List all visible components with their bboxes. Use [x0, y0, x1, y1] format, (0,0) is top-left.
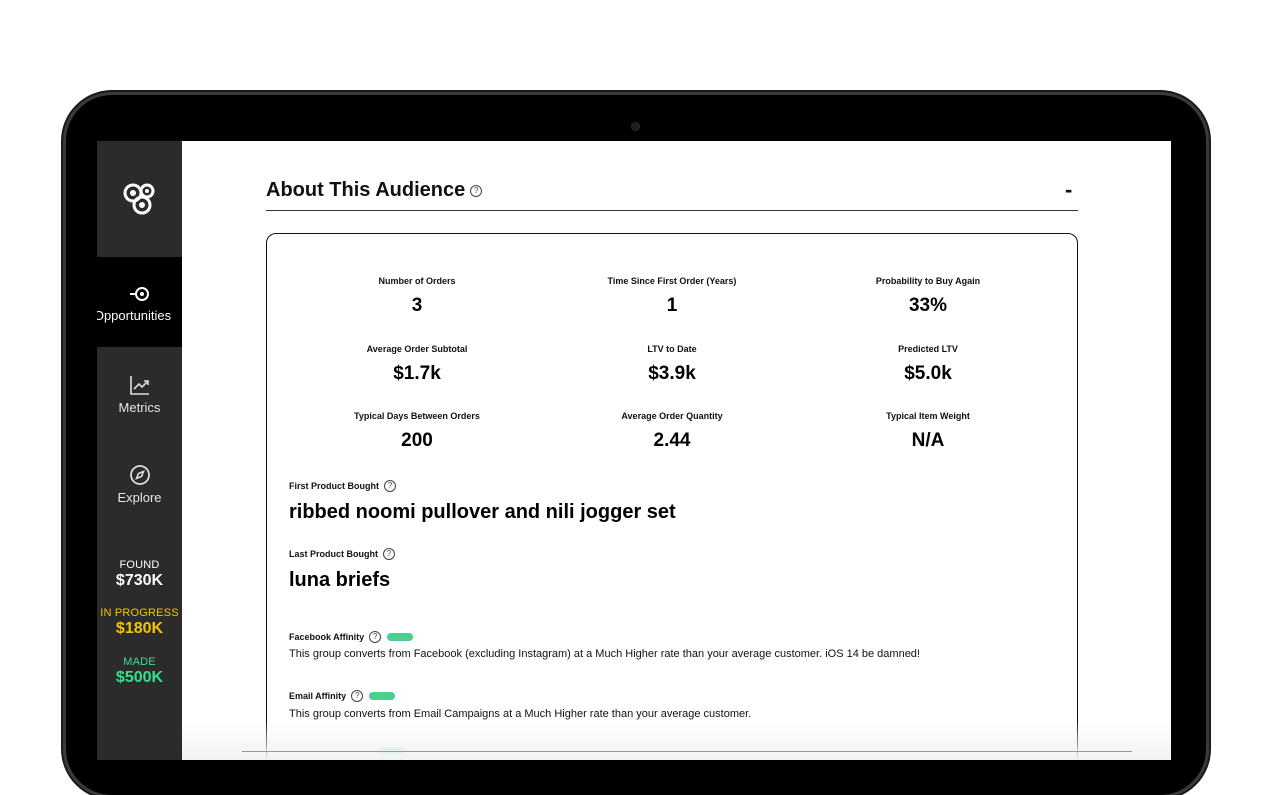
last-product-value: luna briefs — [289, 569, 391, 591]
metric-value: 3 — [411, 295, 423, 316]
bottom-divider — [242, 751, 1132, 752]
stat-in-progress-label: IN PROGRESS — [100, 607, 179, 619]
metric-probability-buy-again: Probability to Buy Again 33% — [798, 276, 1058, 317]
metric-label: Time Since First Order (Years) — [607, 276, 737, 286]
stat-in-progress-value: $180K — [115, 620, 164, 637]
stat-made: MADE $500K — [97, 656, 182, 687]
metric-number-of-orders: Number of Orders 3 — [287, 276, 547, 317]
collapse-button[interactable]: - — [1065, 177, 1073, 202]
scroll-fade — [182, 721, 1171, 760]
first-product-value: ribbed noomi pullover and nili jogger se… — [289, 501, 676, 523]
stat-made-label: MADE — [123, 656, 156, 668]
metric-label: LTV to Date — [647, 344, 697, 354]
stat-found-label: FOUND — [119, 559, 160, 571]
affinity-indicator — [387, 633, 414, 641]
metric-value: $1.7k — [393, 363, 441, 384]
metric-label: Average Order Quantity — [621, 411, 723, 421]
help-icon[interactable]: ? — [369, 631, 382, 643]
metric-value: N/A — [911, 430, 945, 451]
last-product-label: Last Product Bought ? — [289, 548, 395, 560]
nav-opportunities[interactable]: Opportunities — [97, 257, 182, 347]
metric-value: $5.0k — [904, 363, 952, 384]
logo[interactable] — [97, 141, 182, 257]
webcam — [631, 122, 640, 131]
facebook-affinity-text: This group converts from Facebook (exclu… — [289, 648, 920, 660]
stat-found-value: $730K — [115, 572, 164, 589]
metric-label: Number of Orders — [378, 276, 456, 286]
app-screen: Opportunities Metrics Explore FOUND $730… — [97, 141, 1171, 760]
facebook-affinity-label: Facebook Affinity ? — [289, 631, 414, 643]
last-product-label-text: Last Product Bought — [289, 549, 378, 559]
nav-metrics[interactable]: Metrics — [97, 349, 182, 439]
audience-card: Number of Orders 3 Time Since First Orde… — [266, 233, 1078, 760]
stat-found: FOUND $730K — [97, 559, 182, 590]
metric-average-order-subtotal: Average Order Subtotal $1.7k — [287, 344, 547, 385]
email-affinity-label: Email Affinity ? — [289, 690, 396, 702]
first-product-label-text: First Product Bought — [289, 481, 379, 491]
metric-label: Typical Item Weight — [886, 411, 970, 421]
metric-label: Average Order Subtotal — [366, 344, 468, 354]
metric-typical-days-between-orders: Typical Days Between Orders 200 — [287, 411, 547, 452]
metric-value: 2.44 — [653, 430, 691, 451]
facebook-affinity-label-text: Facebook Affinity — [289, 632, 365, 642]
section-title-text: About This Audience — [266, 179, 466, 201]
metric-label: Predicted LTV — [898, 344, 958, 354]
main-content: About This Audience ? - Number of Orders… — [182, 141, 1171, 760]
metric-label: Typical Days Between Orders — [354, 411, 480, 421]
metric-predicted-ltv: Predicted LTV $5.0k — [798, 344, 1058, 385]
email-affinity-text: This group converts from Email Campaigns… — [289, 708, 752, 720]
stat-made-value: $500K — [115, 669, 164, 686]
section-title: About This Audience ? — [266, 179, 483, 202]
chart-icon — [129, 376, 149, 395]
first-product-label: First Product Bought ? — [289, 480, 396, 492]
metric-ltv-to-date: LTV to Date $3.9k — [542, 344, 802, 385]
metric-label: Probability to Buy Again — [875, 276, 981, 286]
nav-explore-label: Explore — [117, 490, 162, 505]
nav-explore[interactable]: Explore — [97, 439, 182, 529]
compass-icon — [129, 465, 150, 485]
title-divider — [266, 210, 1078, 211]
help-icon[interactable]: ? — [383, 548, 395, 560]
metric-value: 200 — [401, 430, 433, 451]
help-icon[interactable]: ? — [470, 184, 483, 197]
email-affinity-label-text: Email Affinity — [289, 691, 347, 701]
help-icon[interactable]: ? — [384, 480, 396, 492]
stat-in-progress: IN PROGRESS $180K — [97, 607, 182, 638]
metric-value: 1 — [666, 295, 678, 316]
logo-icon — [123, 183, 154, 215]
help-icon[interactable]: ? — [351, 690, 364, 702]
metric-typical-item-weight: Typical Item Weight N/A — [798, 411, 1058, 452]
sidebar: Opportunities Metrics Explore FOUND $730… — [97, 141, 182, 760]
affinity-indicator — [369, 692, 396, 700]
nav-opportunities-label: Opportunities — [97, 308, 172, 323]
metric-value: 33% — [908, 295, 948, 316]
metric-value: $3.9k — [648, 363, 696, 384]
metric-time-since-first-order: Time Since First Order (Years) 1 — [542, 276, 802, 317]
nav-metrics-label: Metrics — [118, 400, 161, 415]
target-icon — [129, 287, 149, 301]
metric-average-order-quantity: Average Order Quantity 2.44 — [542, 411, 802, 452]
